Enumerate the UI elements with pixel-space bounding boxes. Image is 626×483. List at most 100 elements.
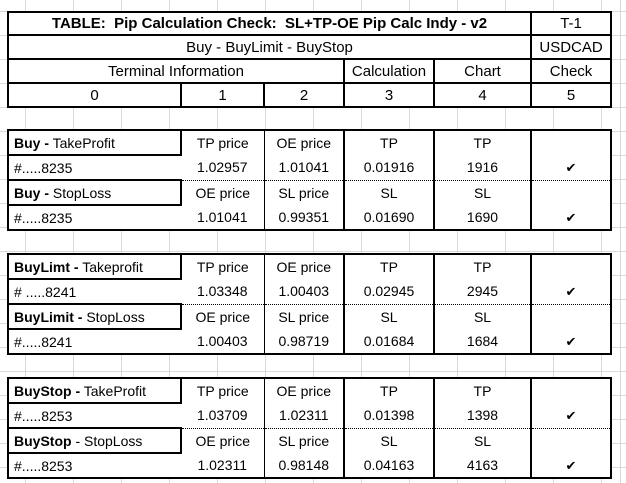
cell-sl-price-header[interactable]: SL price xyxy=(263,428,344,453)
cell-buystop-sl-ticket[interactable]: #.....8253 xyxy=(7,453,181,479)
cell-chart[interactable]: Chart xyxy=(434,59,533,84)
cell-value[interactable]: 0.99351 xyxy=(263,205,344,231)
cell-oe-price-header[interactable]: OE price xyxy=(263,129,344,155)
check-icon: ✔ xyxy=(565,334,577,350)
cell-calc-header[interactable]: SL xyxy=(343,428,434,453)
cell-value[interactable]: 1916 xyxy=(433,155,531,181)
cell-buy-tp-ticket[interactable]: #.....8235 xyxy=(7,155,181,181)
cell-oe-price-header[interactable]: OE price xyxy=(181,180,264,205)
cell-value[interactable]: 1.00403 xyxy=(263,279,344,305)
cell-terminal-information[interactable]: Terminal Information xyxy=(7,59,345,84)
cell-value[interactable]: 1.03709 xyxy=(181,403,264,429)
cell-check-mark[interactable]: ✔ xyxy=(530,205,612,231)
cell-value[interactable]: 1.02311 xyxy=(263,403,344,429)
cell-value[interactable]: 1.02957 xyxy=(181,155,264,181)
cell-check-mark[interactable]: ✔ xyxy=(530,155,612,181)
cell-value[interactable]: 1690 xyxy=(433,205,531,231)
cell-sheet-tag[interactable]: T-1 xyxy=(531,11,613,36)
cell-check-mark[interactable]: ✔ xyxy=(530,403,612,429)
cell-buylimit-sl-label[interactable]: BuyLimit - StopLoss xyxy=(7,304,182,330)
cell-oe-price-header[interactable]: OE price xyxy=(181,304,264,329)
cell-check-blank[interactable] xyxy=(530,253,612,279)
cell-value[interactable]: 0.01916 xyxy=(343,155,434,181)
cell-value[interactable]: 4163 xyxy=(433,453,531,479)
cell-calc-header[interactable]: SL xyxy=(343,180,434,205)
cell-sl-price-header[interactable]: SL price xyxy=(263,180,344,205)
label-text: TakeProfit xyxy=(80,382,146,399)
cell-calc-header[interactable]: TP xyxy=(343,253,434,279)
cell-buylimit-tp-label[interactable]: BuyLimt - Takeprofit xyxy=(7,253,182,280)
label-bold-text: Buy - xyxy=(14,184,49,201)
cell-buy-tp-label[interactable]: Buy - TakeProfit xyxy=(7,129,182,156)
block-buylimit: BuyLimt - Takeprofit TP price OE price T… xyxy=(7,253,612,355)
cell-value[interactable]: 0.98719 xyxy=(263,329,344,355)
cell-check-mark[interactable]: ✔ xyxy=(530,329,612,355)
cell-value[interactable]: 1.03348 xyxy=(181,279,264,305)
cell-value[interactable]: 0.01690 xyxy=(343,205,434,231)
cell-check-mark[interactable]: ✔ xyxy=(530,453,612,479)
cell-value[interactable]: 1.01041 xyxy=(263,155,344,181)
check-icon: ✔ xyxy=(565,408,577,424)
cell-value[interactable]: 0.01398 xyxy=(343,403,434,429)
cell-chart-header[interactable]: SL xyxy=(433,428,531,453)
cell-value[interactable]: 2945 xyxy=(433,279,531,305)
label-bold-text: BuyLimt - xyxy=(14,258,79,275)
cell-symbol[interactable]: USDCAD xyxy=(531,35,613,60)
cell-order-types[interactable]: Buy - BuyLimit - BuyStop xyxy=(6,35,533,60)
cell-value[interactable]: 1.00403 xyxy=(181,329,264,355)
cell-value[interactable]: 1.02311 xyxy=(181,453,264,479)
cell-chart-header[interactable]: TP xyxy=(433,129,531,155)
cell-chart-header[interactable]: TP xyxy=(433,377,531,403)
cell-check-blank[interactable] xyxy=(530,428,612,453)
cell-chart-header[interactable]: SL xyxy=(433,180,531,205)
cell-tp-price-header[interactable]: TP price xyxy=(181,253,264,279)
cell-calc-header[interactable]: TP xyxy=(343,377,434,403)
cell-colnum-3[interactable]: 3 xyxy=(344,83,435,108)
cell-check-mark[interactable]: ✔ xyxy=(530,279,612,305)
block-buystop: BuyStop - TakeProfit TP price OE price T… xyxy=(7,377,612,479)
label-bold-text: BuyStop - xyxy=(14,382,81,399)
cell-oe-price-header[interactable]: OE price xyxy=(263,377,344,403)
cell-check-blank[interactable] xyxy=(530,377,612,403)
cell-buy-sl-ticket[interactable]: #.....8235 xyxy=(7,205,181,231)
cell-value[interactable]: 0.04163 xyxy=(343,453,434,479)
cell-colnum-0[interactable]: 0 xyxy=(7,83,182,108)
cell-colnum-4[interactable]: 4 xyxy=(434,83,533,108)
cell-calc-header[interactable]: TP xyxy=(343,129,434,155)
cell-check-blank[interactable] xyxy=(530,304,612,329)
cell-colnum-5[interactable]: 5 xyxy=(531,83,613,108)
cell-value[interactable]: 1684 xyxy=(433,329,531,355)
label-bold-text: Buy - xyxy=(14,134,49,151)
header-table: TABLE: Pip Calculation Check: SL+TP-OE P… xyxy=(6,11,613,108)
cell-buystop-sl-label[interactable]: BuyStop - StopLoss xyxy=(7,428,182,454)
cell-tp-price-header[interactable]: TP price xyxy=(181,377,264,403)
cell-buy-sl-label[interactable]: Buy - StopLoss xyxy=(7,180,182,206)
cell-tp-price-header[interactable]: TP price xyxy=(181,129,264,155)
cell-colnum-2[interactable]: 2 xyxy=(264,83,345,108)
sheet-gridline xyxy=(620,0,621,483)
cell-calc-header[interactable]: SL xyxy=(343,304,434,329)
cell-chart-header[interactable]: TP xyxy=(433,253,531,279)
check-icon: ✔ xyxy=(565,160,577,176)
cell-value[interactable]: 0.01684 xyxy=(343,329,434,355)
cell-calculation[interactable]: Calculation xyxy=(344,59,435,84)
cell-value[interactable]: 0.98148 xyxy=(263,453,344,479)
cell-check-blank[interactable] xyxy=(530,180,612,205)
cell-buylimit-sl-ticket[interactable]: #.....8241 xyxy=(7,329,181,355)
label-text: TakeProfit xyxy=(49,134,115,151)
label-bold-text: BuyLimit - xyxy=(14,308,83,325)
cell-value[interactable]: 1.01041 xyxy=(181,205,264,231)
cell-buylimit-tp-ticket[interactable]: # .....8241 xyxy=(7,279,181,305)
cell-oe-price-header[interactable]: OE price xyxy=(181,428,264,453)
cell-check-blank[interactable] xyxy=(530,129,612,155)
cell-sl-price-header[interactable]: SL price xyxy=(263,304,344,329)
cell-value[interactable]: 1398 xyxy=(433,403,531,429)
cell-oe-price-header[interactable]: OE price xyxy=(263,253,344,279)
cell-colnum-1[interactable]: 1 xyxy=(181,83,265,108)
cell-value[interactable]: 0.02945 xyxy=(343,279,434,305)
cell-table-title[interactable]: TABLE: Pip Calculation Check: SL+TP-OE P… xyxy=(6,11,533,36)
cell-buystop-tp-label[interactable]: BuyStop - TakeProfit xyxy=(7,377,182,404)
cell-check-header[interactable]: Check xyxy=(531,59,613,84)
cell-chart-header[interactable]: SL xyxy=(433,304,531,329)
cell-buystop-tp-ticket[interactable]: #.....8253 xyxy=(7,403,181,429)
